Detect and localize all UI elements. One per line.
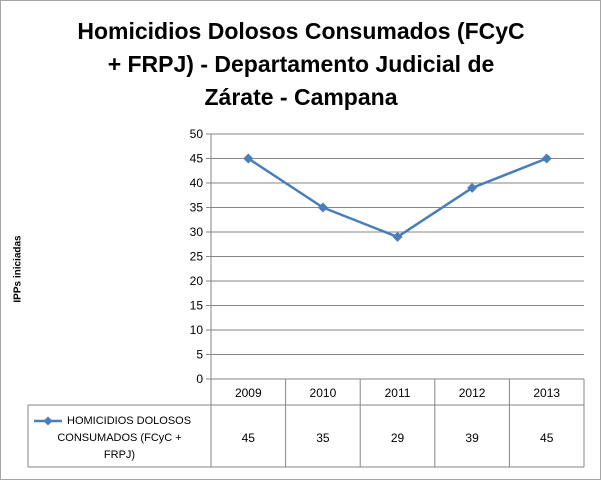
data-point-2009 xyxy=(243,153,254,164)
y-tick-label-10: 10 xyxy=(190,323,204,337)
axes xyxy=(206,133,212,380)
table-value-2013: 45 xyxy=(540,431,554,445)
data-point-2010 xyxy=(317,202,328,213)
chart-title-line-1: Homicidios Dolosos Consumados (FCyC xyxy=(77,18,525,44)
table-value-2012: 39 xyxy=(465,431,479,445)
x-category-label-2013: 2013 xyxy=(533,386,560,400)
y-tick-label-25: 25 xyxy=(190,250,204,264)
x-category-label-2009: 2009 xyxy=(235,386,262,400)
x-category-label-2012: 2012 xyxy=(459,386,486,400)
y-tick-labels: 0 5 10 15 20 25 30 35 40 45 50 xyxy=(190,127,204,386)
legend-key-marker xyxy=(43,416,53,426)
chart-title-line-2: + FRPJ) - Departamento Judicial de xyxy=(107,51,495,77)
legend-label-line-1: HOMICIDIOS DOLOSOS xyxy=(67,415,191,427)
y-tick-label-20: 20 xyxy=(190,274,204,288)
x-category-label-2011: 2011 xyxy=(385,386,411,400)
gridlines xyxy=(211,133,584,355)
y-tick-label-30: 30 xyxy=(190,225,204,239)
y-tick-label-40: 40 xyxy=(190,176,204,190)
legend-label-line-3: FRPJ) xyxy=(104,449,135,461)
table-value-2011: 29 xyxy=(391,431,405,445)
data-point-2013 xyxy=(541,153,552,164)
table-value-2010: 35 xyxy=(316,431,330,445)
y-tick-label-15: 15 xyxy=(190,299,204,313)
y-tick-label-35: 35 xyxy=(190,201,204,215)
y-tick-label-0: 0 xyxy=(196,372,203,386)
series-line xyxy=(247,157,548,239)
y-tick-label-50: 50 xyxy=(190,127,204,141)
table-value-2009: 45 xyxy=(242,431,256,445)
legend-label-line-2: CONSUMADOS (FCyC + xyxy=(57,432,181,444)
data-point-2011 xyxy=(392,231,403,242)
chart-title-line-3: Zárate - Campana xyxy=(204,84,398,110)
y-tick-label-5: 5 xyxy=(196,348,203,362)
y-tick-label-45: 45 xyxy=(190,152,204,166)
x-category-label-2010: 2010 xyxy=(310,386,337,400)
chart-title: Homicidios Dolosos Consumados (FCyC + FR… xyxy=(41,15,561,114)
data-point-2012 xyxy=(467,182,478,193)
data-table: 2009 45 2010 35 2011 29 2012 39 2013 45 HOMICIDIOS… xyxy=(27,378,585,468)
series-layer xyxy=(243,153,552,242)
